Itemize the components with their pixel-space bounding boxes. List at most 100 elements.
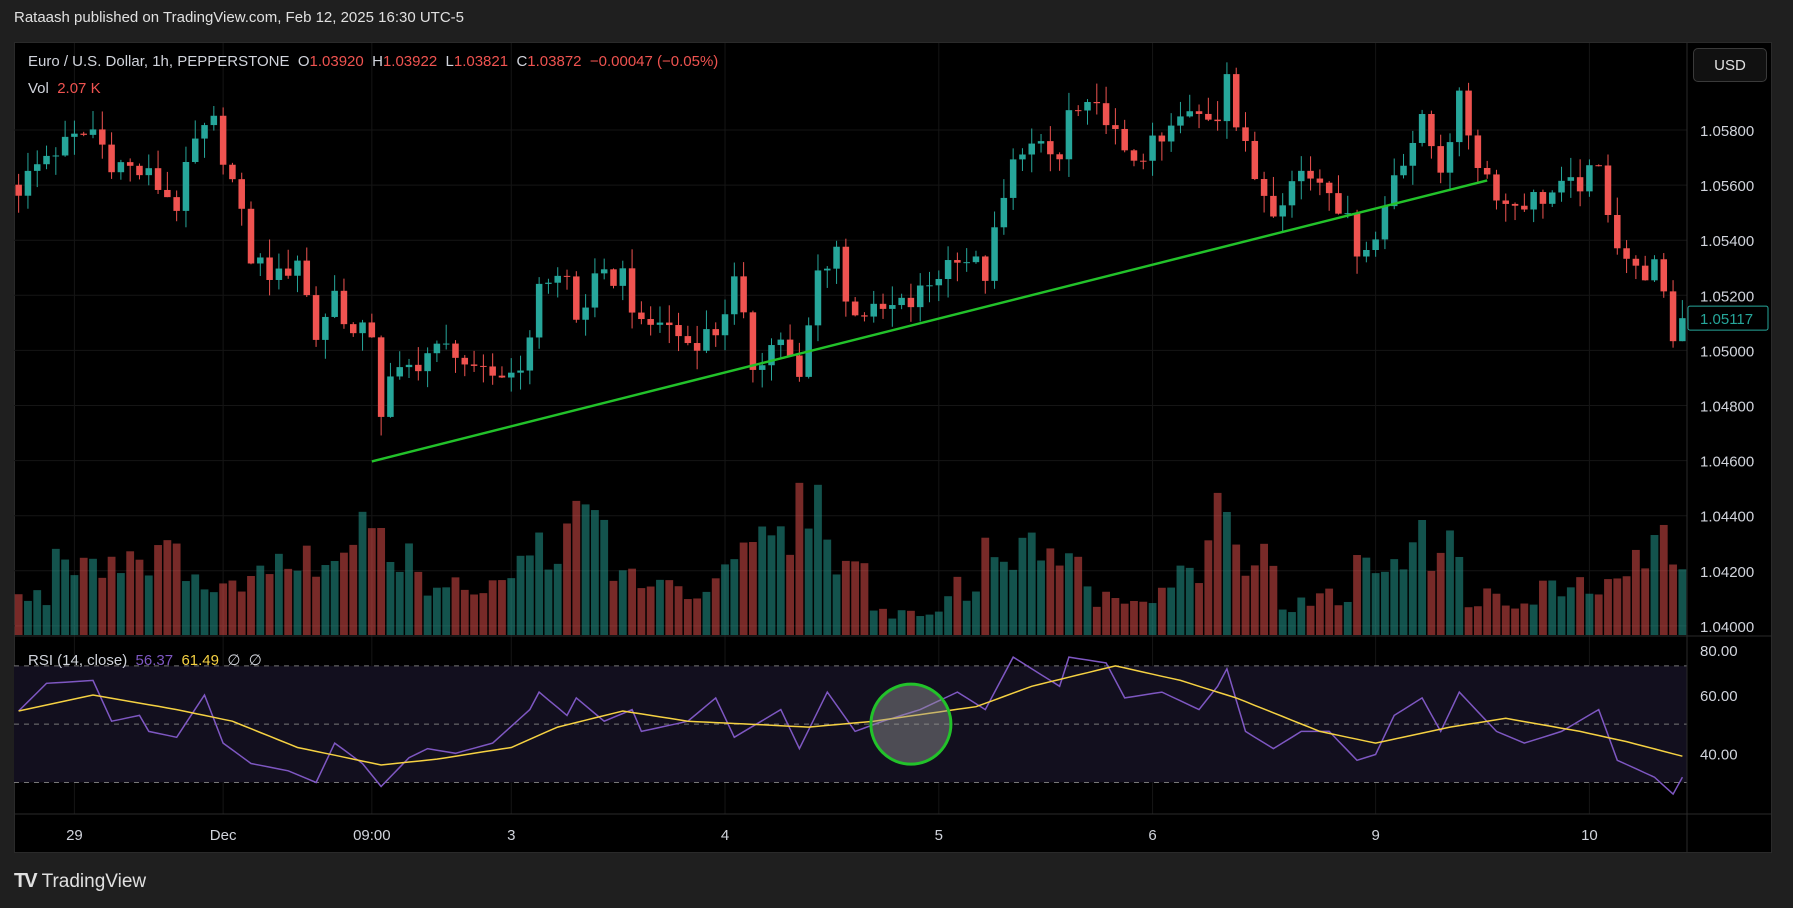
time-tick-label: 10 (1581, 827, 1598, 844)
volume-bar (786, 554, 794, 635)
candle (368, 313, 376, 338)
volume-bar (693, 598, 702, 635)
currency-button[interactable]: USD (1693, 48, 1767, 82)
volume-bar (1353, 555, 1361, 635)
volume-bar (1362, 557, 1371, 635)
candle (1614, 197, 1621, 255)
volume-bar (1204, 540, 1213, 635)
candle-body (1158, 135, 1166, 142)
candle-body (1298, 170, 1305, 182)
candle (1623, 240, 1630, 274)
candle-body (554, 275, 561, 283)
candle (1474, 129, 1482, 183)
volume-bar (944, 596, 952, 635)
candle-body (1428, 114, 1435, 147)
candle (600, 258, 608, 280)
candle (1140, 153, 1147, 170)
candle (619, 260, 627, 301)
candle-body (201, 125, 208, 139)
volume-bar (414, 571, 423, 635)
volume-bar (1631, 549, 1640, 635)
low-value: 1.03821 (453, 53, 509, 70)
candle-body (1437, 146, 1444, 173)
candle-body (638, 312, 645, 320)
volume-bar (1018, 537, 1027, 635)
candle-body (684, 336, 692, 344)
candle-body (229, 164, 236, 180)
candle (1177, 101, 1184, 134)
candle-body (396, 367, 403, 377)
candle (331, 275, 338, 319)
candle (675, 312, 682, 352)
candle-body (916, 285, 924, 308)
candle-body (1074, 110, 1082, 112)
candle (898, 293, 905, 310)
volume-bar (1250, 565, 1259, 635)
candle (349, 322, 357, 337)
candle-body (1539, 192, 1547, 204)
candle (507, 358, 515, 392)
volume-bar (628, 568, 636, 635)
volume-label[interactable]: Vol (28, 80, 49, 97)
candle-body (145, 168, 153, 176)
candle (1065, 92, 1073, 177)
candle-body (814, 270, 822, 326)
candle-body (1214, 119, 1221, 122)
candle-body (526, 337, 534, 371)
volume-bar (1176, 565, 1185, 635)
candle (173, 190, 180, 222)
volume-bar (1436, 552, 1445, 635)
tradingview-logo[interactable]: TV TradingView (14, 870, 146, 893)
candle (80, 131, 87, 137)
volume-bar (1130, 600, 1138, 635)
volume-bar (1641, 568, 1650, 635)
candle (1539, 189, 1547, 219)
volume-bar (618, 570, 627, 635)
volume-bar (730, 559, 739, 635)
rsi-label[interactable]: RSI (14, close) (28, 652, 128, 669)
volume-bar (1464, 607, 1473, 635)
volume-bar (1241, 575, 1250, 635)
volume-bar (89, 558, 97, 635)
candle-body (1651, 259, 1658, 281)
price-tick-label: 1.04400 (1700, 509, 1754, 526)
candle-body (610, 269, 617, 286)
volume-bar (442, 587, 451, 635)
candle-body (1465, 90, 1472, 136)
volume-bar (1325, 588, 1334, 635)
volume-bar (934, 611, 943, 635)
candle-body (1632, 258, 1640, 266)
volume-bar (144, 575, 153, 635)
candle-body (563, 275, 571, 277)
candle-body (15, 184, 22, 196)
candle-body (1325, 182, 1333, 194)
candle (1576, 159, 1584, 207)
candle (1009, 148, 1017, 210)
volume-bar (1650, 535, 1659, 635)
candle-body (108, 144, 115, 173)
candle (1437, 134, 1444, 184)
candle-body (433, 343, 441, 354)
volume-bar (507, 578, 516, 635)
candle-body (628, 268, 636, 313)
candle-body (461, 357, 469, 365)
volume-bar (386, 561, 395, 635)
volume-bar (1622, 576, 1631, 635)
candle (554, 267, 561, 298)
tradingview-logo-icon: TV (14, 870, 38, 892)
candle-body (405, 364, 413, 368)
volume-bar (888, 618, 897, 635)
candle (43, 145, 50, 170)
volume-bar (1529, 604, 1538, 635)
volume-bar (981, 537, 990, 635)
candle (1660, 253, 1668, 298)
candle-body (1112, 125, 1119, 129)
candle (1390, 158, 1398, 210)
candle-body (507, 372, 515, 378)
volume-bar (330, 561, 339, 635)
symbol-name[interactable]: Euro / U.S. Dollar, 1h, PEPPERSTONE (28, 53, 290, 70)
candle (322, 313, 329, 359)
candle-body (1121, 128, 1128, 151)
candle (1409, 130, 1417, 185)
